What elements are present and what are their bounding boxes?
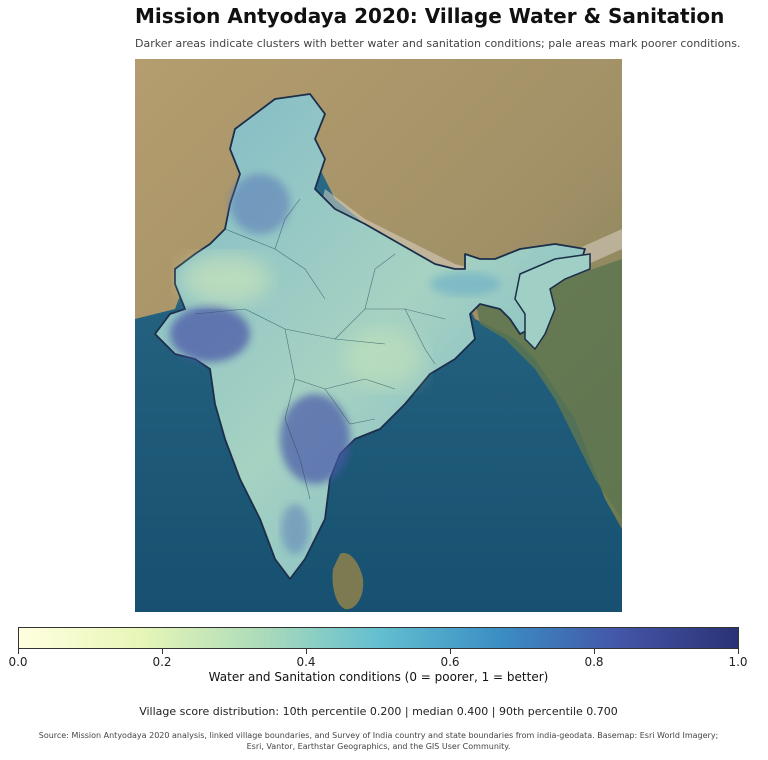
colorbar-tick-mark [738, 649, 739, 654]
source-note: Source: Mission Antyodaya 2020 analysis,… [38, 731, 719, 751]
colorbar [18, 627, 739, 649]
northeast-choropleth [514, 253, 591, 351]
colorbar-tick-label: 1.0 [728, 655, 748, 669]
sri-lanka [332, 553, 364, 610]
map-subtitle: Darker areas indicate clusters with bett… [135, 37, 741, 50]
map-title: Mission Antyodaya 2020: Village Water & … [135, 4, 725, 28]
southeast-land [475, 259, 622, 519]
colorbar-tick-mark [18, 649, 19, 654]
cluster-punjab [230, 174, 290, 234]
cluster-gujarat [170, 306, 250, 362]
colorbar-tick-label: 0.2 [152, 655, 172, 669]
state-boundaries [194, 198, 446, 500]
colorbar-tick-label: 0.4 [296, 655, 316, 669]
distribution-summary: Village score distribution: 10th percent… [139, 705, 618, 718]
colorbar-tick-mark [594, 649, 595, 654]
cluster-kerala [281, 504, 309, 554]
india-map [135, 59, 622, 612]
cluster-bihar [430, 272, 500, 296]
colorbar-label: Water and Sanitation conditions (0 = poo… [208, 670, 549, 684]
cluster-karnataka [280, 394, 350, 484]
colorbar-tick-mark [450, 649, 451, 654]
surrounding-land [135, 59, 622, 529]
colorbar-tick-mark [162, 649, 163, 654]
colorbar-tick-label: 0.0 [8, 655, 28, 669]
pale-rajasthan [180, 254, 270, 304]
colorbar-tick-label: 0.6 [440, 655, 460, 669]
map-panel [135, 59, 622, 612]
colorbar-tick-label: 0.8 [584, 655, 604, 669]
pale-central [345, 329, 425, 389]
colorbar-tick-mark [306, 649, 307, 654]
